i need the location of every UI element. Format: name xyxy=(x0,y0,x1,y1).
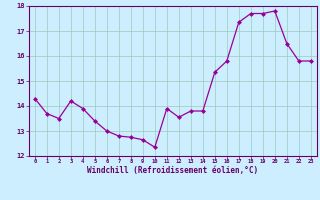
X-axis label: Windchill (Refroidissement éolien,°C): Windchill (Refroidissement éolien,°C) xyxy=(87,166,258,175)
